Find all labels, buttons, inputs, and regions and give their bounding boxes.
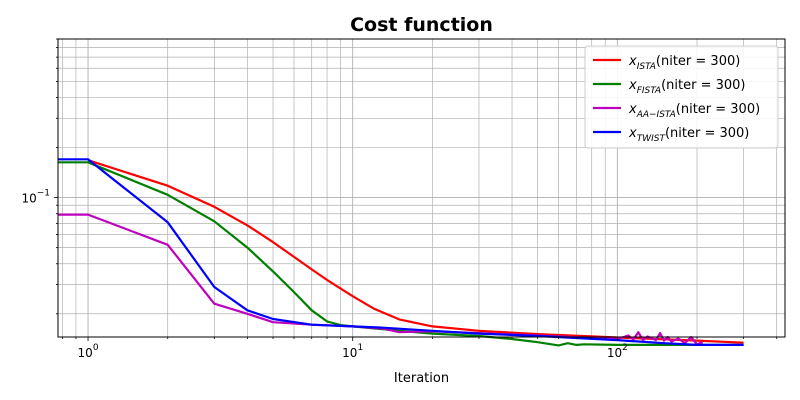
chart-title: Cost function — [350, 14, 493, 36]
legend: xISTA(niter = 300) xFISTA(niter = 300) xAA… — [584, 45, 779, 149]
legend-label-3: xTWIST(niter = 300) — [628, 126, 749, 144]
series-line-1 — [58, 161, 744, 347]
series-line-0 — [87, 159, 744, 344]
y-tick-label-0: 10−1 — [21, 189, 50, 206]
legend-label-1: xFISTA(niter = 300) — [628, 78, 745, 96]
axis-ticks: 100 101 102 10−1 — [21, 38, 778, 360]
x-tick-label-2: 102 — [607, 343, 628, 360]
legend-label-2: xAA−ISTA(niter = 300) — [628, 102, 760, 120]
x-tick-label-0: 100 — [78, 343, 99, 360]
series-lines — [58, 158, 744, 347]
legend-box — [584, 45, 779, 149]
x-axis-label: Iteration — [394, 371, 449, 386]
plot-frame — [57, 38, 786, 338]
series-line-3 — [58, 158, 744, 346]
series-line-2 — [58, 213, 703, 346]
legend-label-0: xISTA(niter = 300) — [628, 54, 740, 72]
x-tick-label-1: 101 — [342, 343, 363, 360]
